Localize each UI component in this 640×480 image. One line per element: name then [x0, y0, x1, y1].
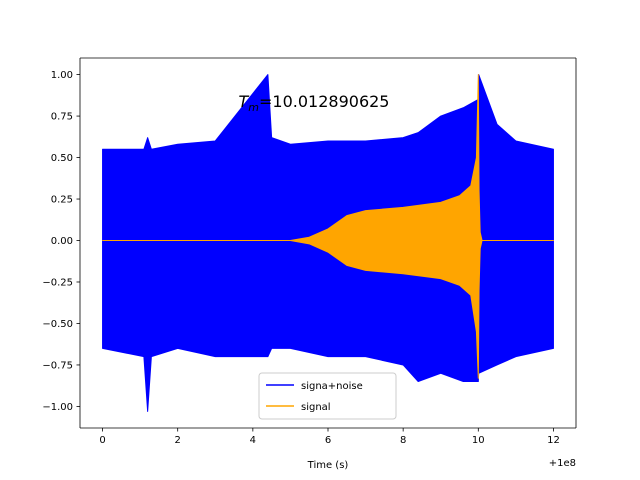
legend-label-signa-noise: signa+noise: [301, 381, 363, 392]
y-tick-label: 0.50: [51, 153, 73, 164]
y-tick-label: 0.75: [51, 112, 73, 123]
x-tick-label: 2: [175, 435, 181, 446]
x-tick-label: 0: [99, 435, 105, 446]
series-signal: [102, 74, 554, 379]
x-tick-label: 6: [325, 435, 331, 446]
x-axis-label: Time (s): [307, 460, 349, 471]
annotation-text: Tm=10.012890625: [239, 92, 390, 114]
legend: signa+noise signal: [258, 372, 397, 420]
annotation-subscript: m: [248, 101, 259, 114]
legend-label-signal: signal: [301, 402, 331, 413]
y-tick-label: 0.00: [51, 236, 73, 247]
annotation-value: =10.012890625: [259, 92, 389, 111]
y-tick-label: −0.75: [42, 360, 73, 371]
series-layer: [102, 74, 554, 412]
ticks-layer: 0 2 4 6 8 10 12 −1.00 −0.75 −0.50 −0.25 0.00 0.25 0.5…: [42, 70, 559, 446]
y-tick-label: −1.00: [42, 402, 73, 413]
y-tick-label: 1.00: [51, 70, 73, 81]
y-tick-label: 0.25: [51, 195, 73, 206]
x-offset-label: +1e8: [549, 458, 576, 469]
x-tick-label: 4: [250, 435, 256, 446]
y-tick-label: −0.50: [42, 319, 73, 330]
x-tick-label: 10: [472, 435, 485, 446]
annotation-prefix: T: [239, 92, 250, 111]
y-tick-label: −0.25: [42, 277, 73, 288]
x-tick-label: 8: [400, 435, 406, 446]
x-tick-label: 12: [547, 435, 560, 446]
